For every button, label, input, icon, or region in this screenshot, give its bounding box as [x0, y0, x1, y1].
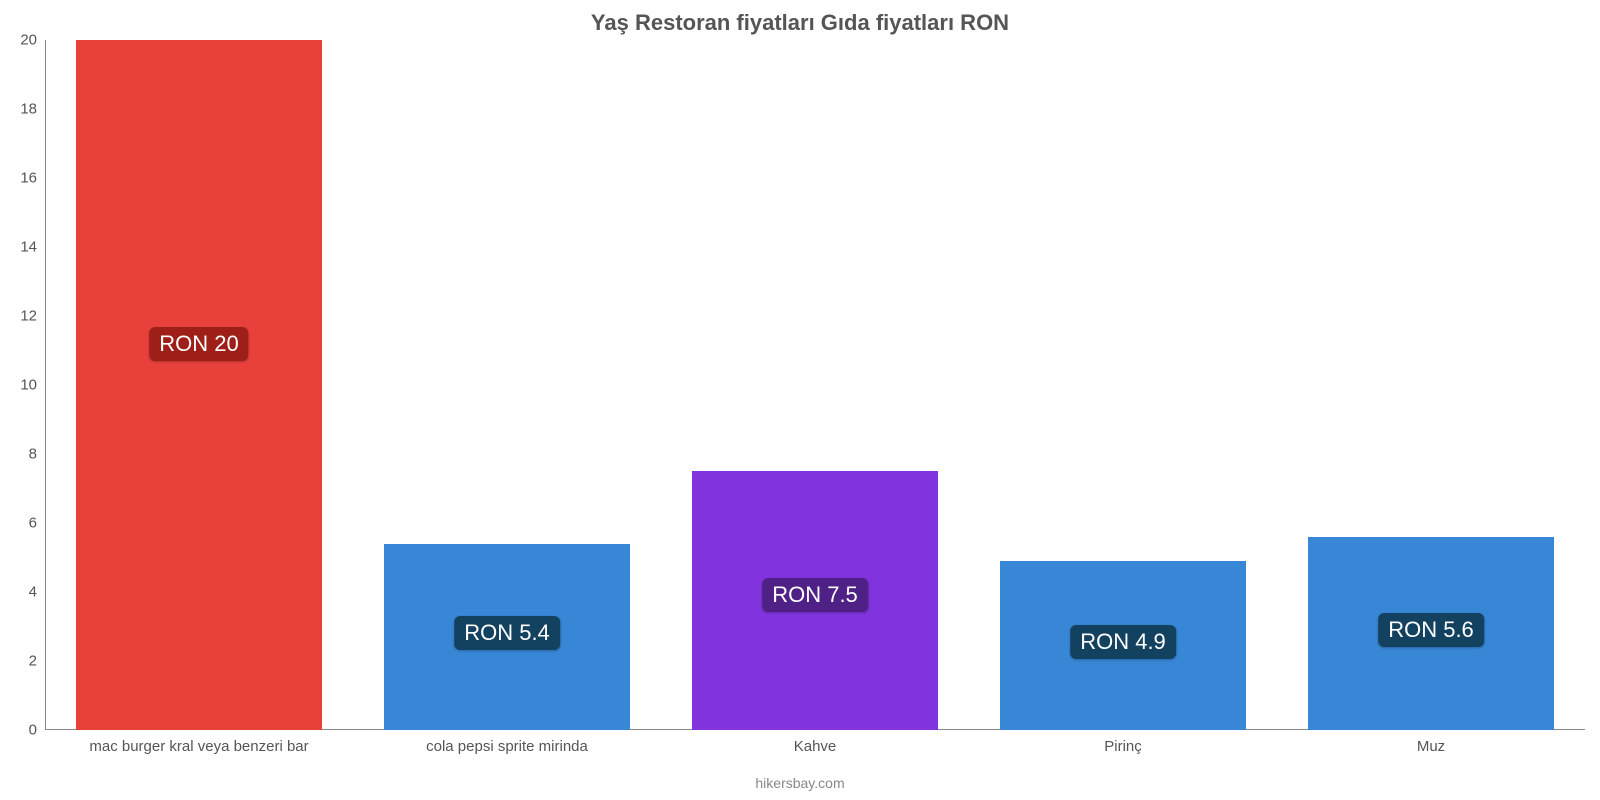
value-badge: RON 4.9 — [1070, 625, 1176, 659]
y-tick-label: 18 — [5, 101, 37, 118]
y-tick-label: 6 — [5, 515, 37, 532]
value-badge: RON 5.4 — [454, 616, 560, 650]
x-tick-label: Pirinç — [969, 738, 1277, 755]
chart-title: Yaş Restoran fiyatları Gıda fiyatları RO… — [0, 10, 1600, 36]
x-tick-label: Kahve — [661, 738, 969, 755]
value-badge: RON 5.6 — [1378, 613, 1484, 647]
price-bar — [76, 40, 322, 730]
y-axis-line — [45, 40, 46, 730]
plot-area: 02468101214161820mac burger kral veya be… — [45, 40, 1585, 730]
value-badge: RON 20 — [149, 327, 248, 361]
x-tick-label: mac burger kral veya benzeri bar — [45, 738, 353, 755]
x-tick-label: cola pepsi sprite mirinda — [353, 738, 661, 755]
x-tick-label: Muz — [1277, 738, 1585, 755]
y-tick-label: 16 — [5, 170, 37, 187]
y-tick-label: 0 — [5, 722, 37, 739]
y-tick-label: 20 — [5, 32, 37, 49]
y-tick-label: 14 — [5, 239, 37, 256]
y-tick-label: 10 — [5, 377, 37, 394]
y-tick-label: 4 — [5, 584, 37, 601]
value-badge: RON 7.5 — [762, 578, 868, 612]
chart-credit: hikersbay.com — [0, 775, 1600, 791]
y-tick-label: 12 — [5, 308, 37, 325]
y-tick-label: 2 — [5, 653, 37, 670]
y-tick-label: 8 — [5, 446, 37, 463]
price-bar-chart: Yaş Restoran fiyatları Gıda fiyatları RO… — [0, 0, 1600, 800]
